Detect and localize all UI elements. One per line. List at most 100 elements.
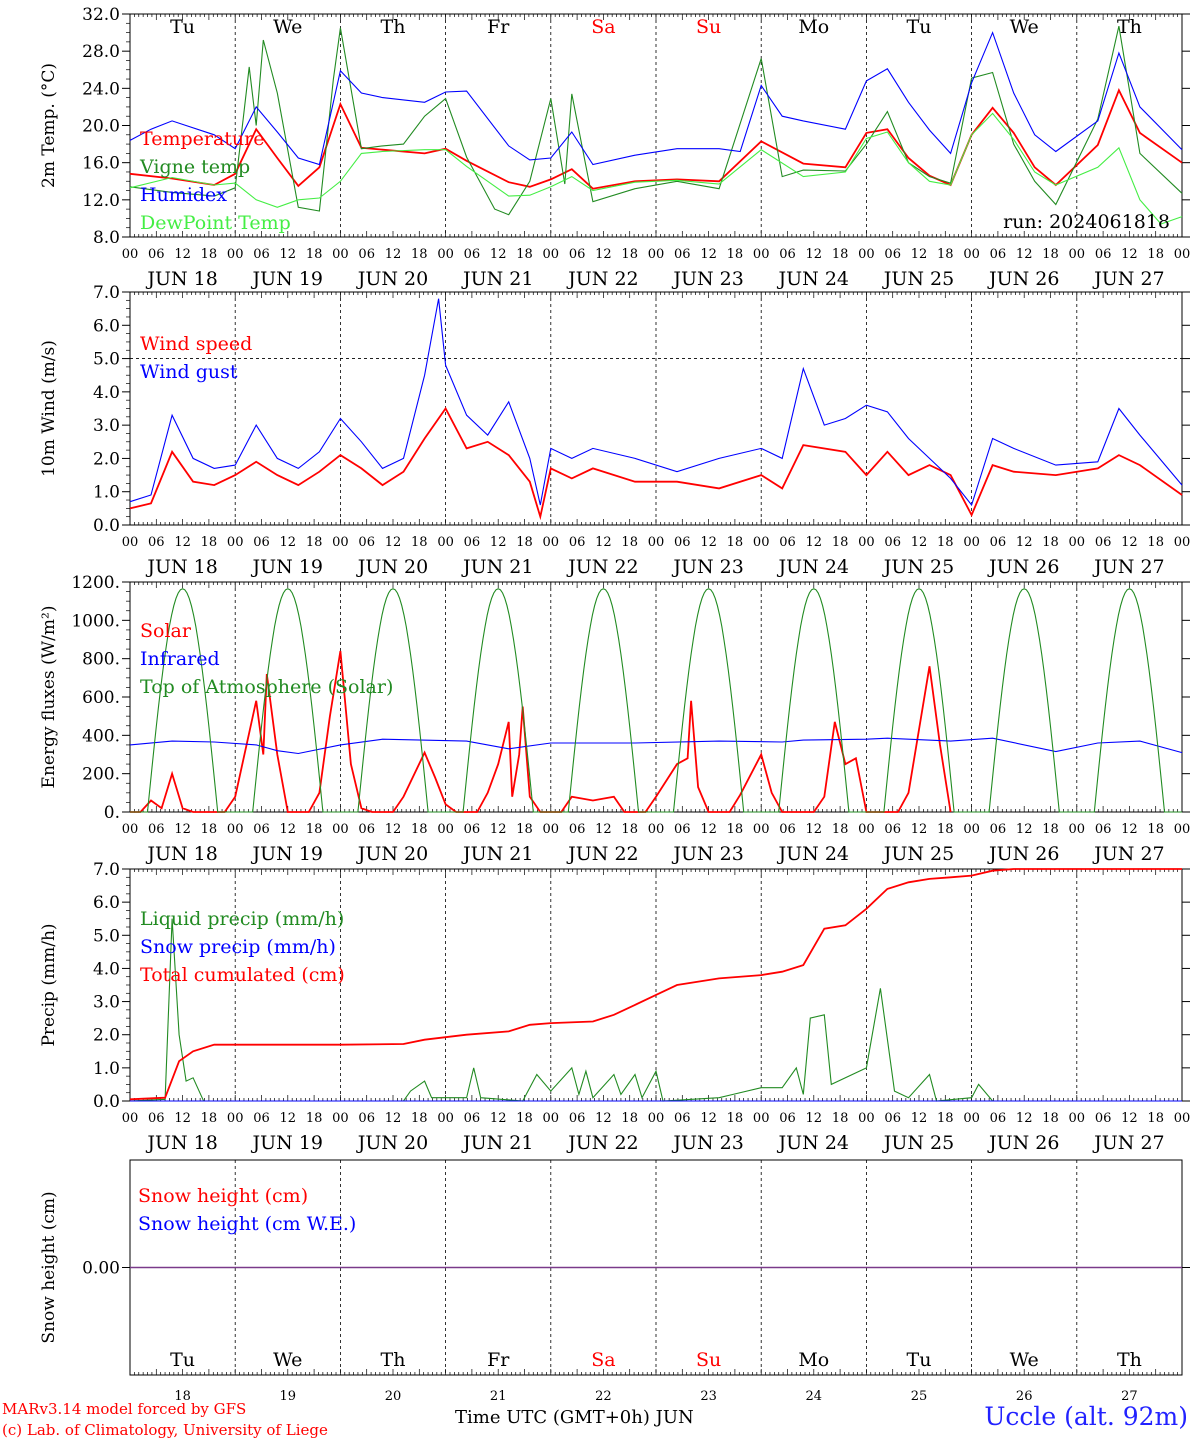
hour-ticks — [129, 869, 1183, 1101]
hour-label: 06 — [674, 1111, 691, 1126]
date-label: JUN 22 — [566, 268, 638, 290]
legend-dewpoint-temp: DewPoint Temp — [140, 212, 291, 234]
hour-label: 06 — [253, 822, 270, 837]
hour-label: 00 — [437, 822, 454, 837]
hour-label: 06 — [358, 1111, 375, 1126]
date-label: JUN 22 — [566, 556, 638, 578]
y-tick-label: 7.0 — [93, 860, 120, 880]
hour-label: 18 — [516, 1111, 533, 1126]
hour-label: 18 — [1147, 247, 1164, 262]
hour-label: 12 — [595, 247, 612, 262]
day-number-label: 19 — [280, 1389, 297, 1404]
precip-panel: 0.0 1.0 2.0 3.0 4.0 5.0 6.0 7.0 Precip (mm/h) Liq… — [39, 860, 1190, 1154]
hour-label: 18 — [727, 822, 744, 837]
hour-label: 06 — [358, 247, 375, 262]
hour-label: 18 — [937, 247, 954, 262]
hour-label: 06 — [1095, 822, 1112, 837]
hour-label: 18 — [1147, 822, 1164, 837]
y-tick-label: 200. — [82, 765, 120, 785]
series-liquid-precip-mm-h- — [129, 918, 1182, 1102]
y-tick-label: 28.0 — [82, 42, 120, 62]
hour-label: 00 — [648, 1111, 665, 1126]
day-number-label: 18 — [174, 1389, 191, 1404]
date-label: JUN 25 — [882, 1132, 954, 1154]
legend-wind-gust: Wind gust — [140, 361, 238, 383]
hour-label: 12 — [174, 1111, 191, 1126]
station-name: Uccle (alt. 92m) — [984, 1402, 1188, 1431]
hour-label: 00 — [332, 1111, 349, 1126]
time-axis-title: Time UTC (GMT+0h) JUN — [455, 1407, 694, 1428]
weekday-label-bottom: Th — [1117, 1349, 1142, 1371]
date-label: JUN 23 — [671, 268, 743, 290]
hour-label: 18 — [621, 1111, 638, 1126]
hour-label: 18 — [516, 822, 533, 837]
hour-label: 12 — [911, 1111, 928, 1126]
hour-label: 06 — [990, 822, 1007, 837]
weekday-label-top: We — [1010, 16, 1039, 38]
hour-label: 18 — [306, 1111, 323, 1126]
snow-ylabel: Snow height (cm) — [39, 1191, 59, 1343]
hour-label: 12 — [1121, 1111, 1138, 1126]
series-humidex — [129, 31, 1183, 166]
date-label: JUN 22 — [566, 843, 638, 865]
y-tick-label: 0.0 — [93, 1092, 120, 1112]
hour-label: 00 — [1174, 1111, 1191, 1126]
hour-label: 18 — [621, 822, 638, 837]
date-label: JUN 21 — [461, 843, 533, 865]
hour-label: 12 — [595, 1111, 612, 1126]
hour-label: 00 — [437, 1111, 454, 1126]
y-tick-label: 600. — [82, 688, 120, 708]
hour-label: 12 — [280, 247, 297, 262]
y-tick-label: 2.0 — [93, 1026, 120, 1046]
y-tick-label: 5.0 — [93, 926, 120, 946]
hour-label: 00 — [1174, 822, 1191, 837]
weekday-label-top: Su — [696, 16, 721, 38]
hour-label: 18 — [516, 535, 533, 550]
hour-label: 18 — [937, 1111, 954, 1126]
hour-label: 00 — [1069, 1111, 1086, 1126]
wind-panel: 0.0 1.0 2.0 3.0 4.0 5.0 6.0 7.0 10m Wind (m/s) Wi… — [39, 283, 1190, 578]
date-label: JUN 21 — [461, 1132, 533, 1154]
date-label: JUN 23 — [671, 556, 743, 578]
hour-label: 00 — [332, 247, 349, 262]
weekday-label-bottom: Fr — [487, 1349, 510, 1371]
y-tick-label: 32.0 — [82, 5, 120, 25]
hour-label: 12 — [806, 822, 823, 837]
hour-label: 18 — [832, 822, 849, 837]
snow-panel: 0.00 Snow height (cm) Snow height (cm) Snow… — [39, 1159, 1190, 1376]
hour-label: 12 — [806, 247, 823, 262]
hour-label: 12 — [1121, 247, 1138, 262]
weekday-label-top: Fr — [487, 16, 510, 38]
hour-label: 06 — [779, 247, 796, 262]
hour-label: 12 — [490, 535, 507, 550]
hour-label: 12 — [911, 535, 928, 550]
date-label: JUN 27 — [1092, 1132, 1164, 1154]
hour-label: 06 — [674, 822, 691, 837]
hour-label: 06 — [148, 247, 165, 262]
hour-label: 12 — [385, 535, 402, 550]
hour-label: 06 — [569, 247, 586, 262]
y-tick-label: 6.0 — [93, 893, 120, 913]
hour-label: 00 — [753, 247, 770, 262]
hour-label: 18 — [411, 1111, 428, 1126]
hour-label: 18 — [727, 535, 744, 550]
hour-label: 18 — [1147, 535, 1164, 550]
hour-ticks — [129, 14, 1183, 237]
hour-label: 00 — [1174, 247, 1191, 262]
y-tick-label: 1.0 — [93, 483, 120, 503]
y-tick-label: 8.0 — [93, 228, 120, 248]
y-tick-label: 5.0 — [93, 350, 120, 370]
date-label: JUN 18 — [145, 1132, 217, 1154]
hour-label: 18 — [201, 247, 218, 262]
hour-label: 00 — [543, 535, 560, 550]
hour-label: 00 — [1069, 535, 1086, 550]
hour-label: 00 — [1069, 247, 1086, 262]
hour-label: 18 — [201, 535, 218, 550]
hour-label: 18 — [832, 247, 849, 262]
hour-label: 06 — [464, 822, 481, 837]
hour-label: 18 — [727, 1111, 744, 1126]
hour-label: 06 — [148, 822, 165, 837]
temp-ylabel: 2m Temp. (°C) — [39, 63, 59, 188]
date-label: JUN 20 — [356, 556, 428, 578]
legend-snow-height-cm-w-e-: Snow height (cm W.E.) — [138, 1213, 356, 1235]
